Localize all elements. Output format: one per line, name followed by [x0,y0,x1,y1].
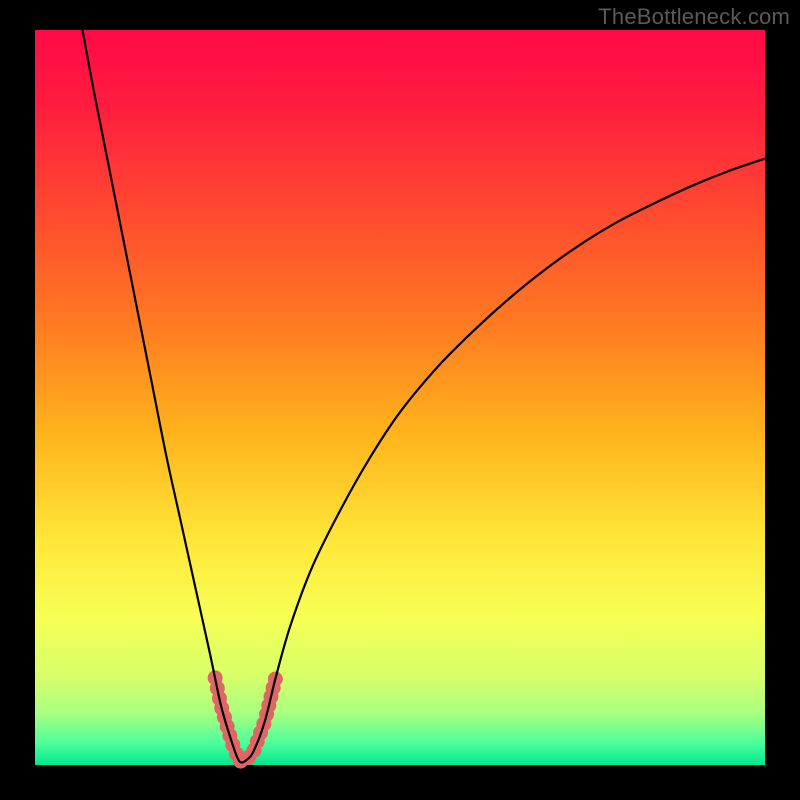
curve-path [82,30,765,763]
watermark-text: TheBottleneck.com [598,4,790,30]
plot-area [35,30,765,765]
bottleneck-curve [35,30,765,765]
highlight-dots [208,670,283,768]
